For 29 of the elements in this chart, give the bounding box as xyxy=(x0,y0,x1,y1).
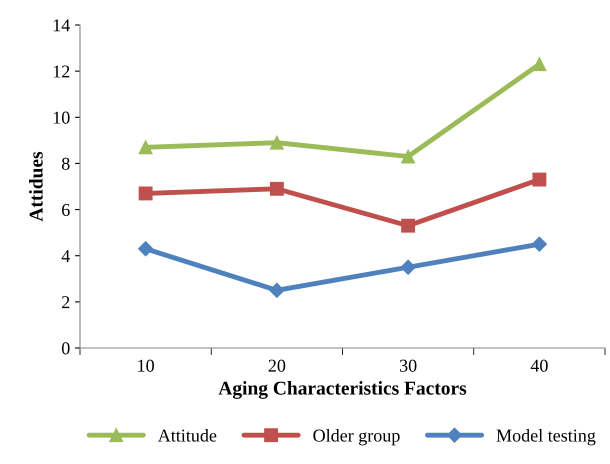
legend-label: Attitude xyxy=(158,428,216,442)
y-tick-label: 12 xyxy=(54,65,70,78)
y-tick-label: 6 xyxy=(62,204,70,216)
x-tick-label: 10 xyxy=(138,360,154,372)
y-tick-label: 2 xyxy=(62,296,70,308)
point xyxy=(532,236,547,252)
x-tick-label: 40 xyxy=(530,360,548,372)
y-axis-title: Attidues xyxy=(29,152,43,222)
point xyxy=(401,218,416,233)
point xyxy=(138,140,153,154)
point xyxy=(401,150,416,164)
y-tick-label: 4 xyxy=(62,250,70,262)
y-tick-label: 10 xyxy=(54,112,70,124)
y-tick-label: 14 xyxy=(54,19,70,32)
x-axis-title: Aging Characteristics Factors xyxy=(218,381,466,399)
point xyxy=(532,172,546,187)
legend-label: Model testing xyxy=(496,428,596,446)
x-tick-label: 20 xyxy=(268,360,286,372)
point xyxy=(270,136,284,150)
point xyxy=(400,260,416,275)
legend-label: Older group xyxy=(313,428,400,446)
point xyxy=(532,57,546,72)
point xyxy=(269,282,284,298)
y-tick-label: 8 xyxy=(62,158,70,170)
point xyxy=(138,241,154,256)
y-tick-label: 0 xyxy=(62,342,70,354)
point xyxy=(270,182,284,196)
x-tick-label: 30 xyxy=(400,360,416,372)
point xyxy=(138,186,153,200)
